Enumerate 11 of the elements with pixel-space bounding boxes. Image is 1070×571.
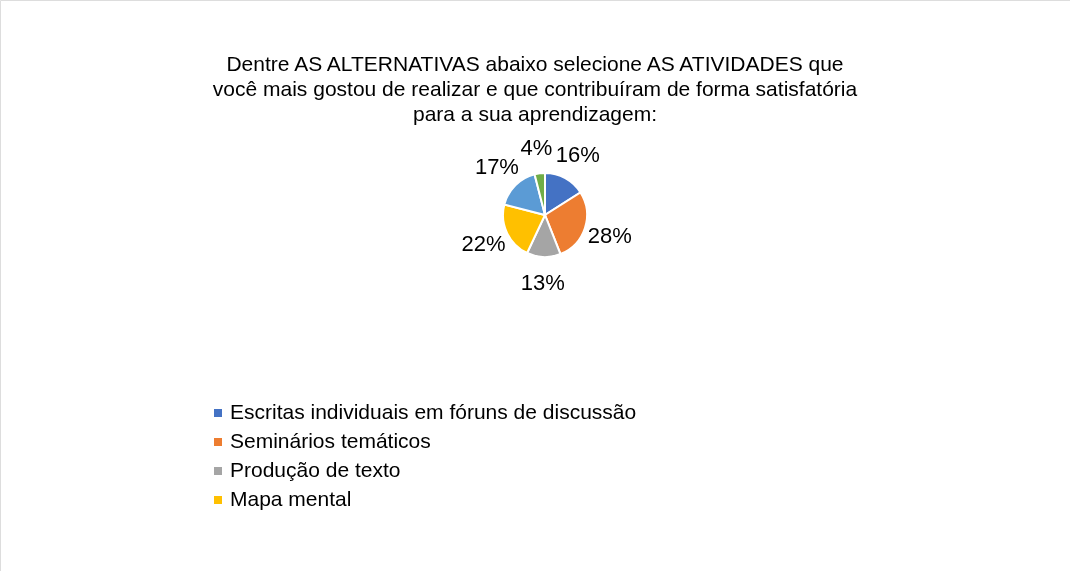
data-label: 13% bbox=[520, 269, 565, 295]
legend-label: Produção de texto bbox=[230, 458, 401, 481]
legend-label: Seminários temáticos bbox=[230, 429, 431, 452]
legend-label: Mapa mental bbox=[230, 487, 352, 510]
data-label: 22% bbox=[461, 230, 506, 256]
data-label: 4% bbox=[520, 134, 553, 160]
legend-label: Escritas individuais em fóruns de discussão bbox=[230, 400, 637, 423]
data-label: 16% bbox=[555, 142, 600, 168]
chart-title: Dentre AS ALTERNATIVAS abaixo selecione AS ATIVIDADES que você mais gostou de realizar e que contribuíram de forma satisfatória para a sua aprendizagem: bbox=[212, 52, 858, 125]
data-label: 17% bbox=[474, 153, 519, 179]
data-label: 28% bbox=[587, 223, 632, 249]
